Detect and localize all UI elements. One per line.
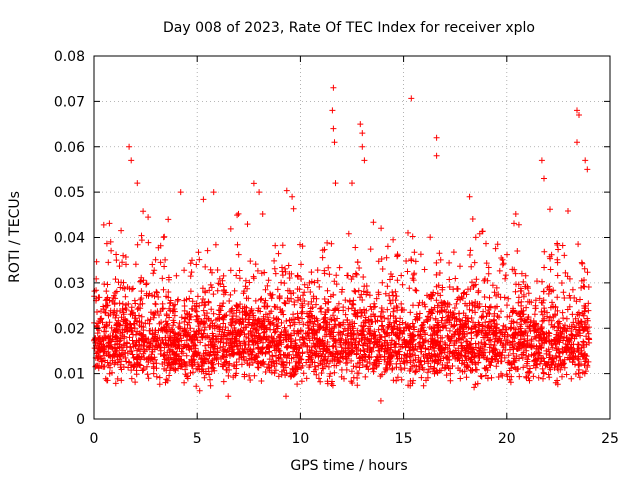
x-tick-label: 5 (193, 431, 202, 447)
chart-title: Day 008 of 2023, Rate Of TEC Index for r… (163, 20, 535, 36)
y-tick-label: 0.04 (54, 231, 85, 247)
x-tick-label: 25 (601, 431, 619, 447)
x-ticks: 0 5 10 15 20 25 (90, 56, 619, 447)
y-tick-label: 0.08 (54, 49, 85, 65)
x-axis-label: GPS time / hours (290, 458, 407, 474)
x-tick-label: 20 (498, 431, 516, 447)
y-tick-label: 0 (76, 412, 85, 428)
y-tick-label: 0.06 (54, 140, 85, 156)
x-tick-label: 15 (395, 431, 413, 447)
y-tick-label: 0.05 (54, 185, 85, 201)
y-tick-label: 0.03 (54, 276, 85, 292)
x-tick-label: 0 (90, 431, 99, 447)
y-tick-label: 0.07 (54, 94, 85, 110)
x-tick-label: 10 (291, 431, 309, 447)
data-points (91, 84, 593, 404)
y-tick-label: 0.01 (54, 367, 85, 383)
roti-points (91, 84, 593, 404)
grid-lines (94, 56, 610, 419)
y-axis-label: ROTI / TECUs (7, 191, 23, 283)
y-ticks: 0 0.01 0.02 0.03 0.04 0.05 0.06 0.07 0.08 (54, 49, 610, 428)
y-tick-label: 0.02 (54, 321, 85, 337)
